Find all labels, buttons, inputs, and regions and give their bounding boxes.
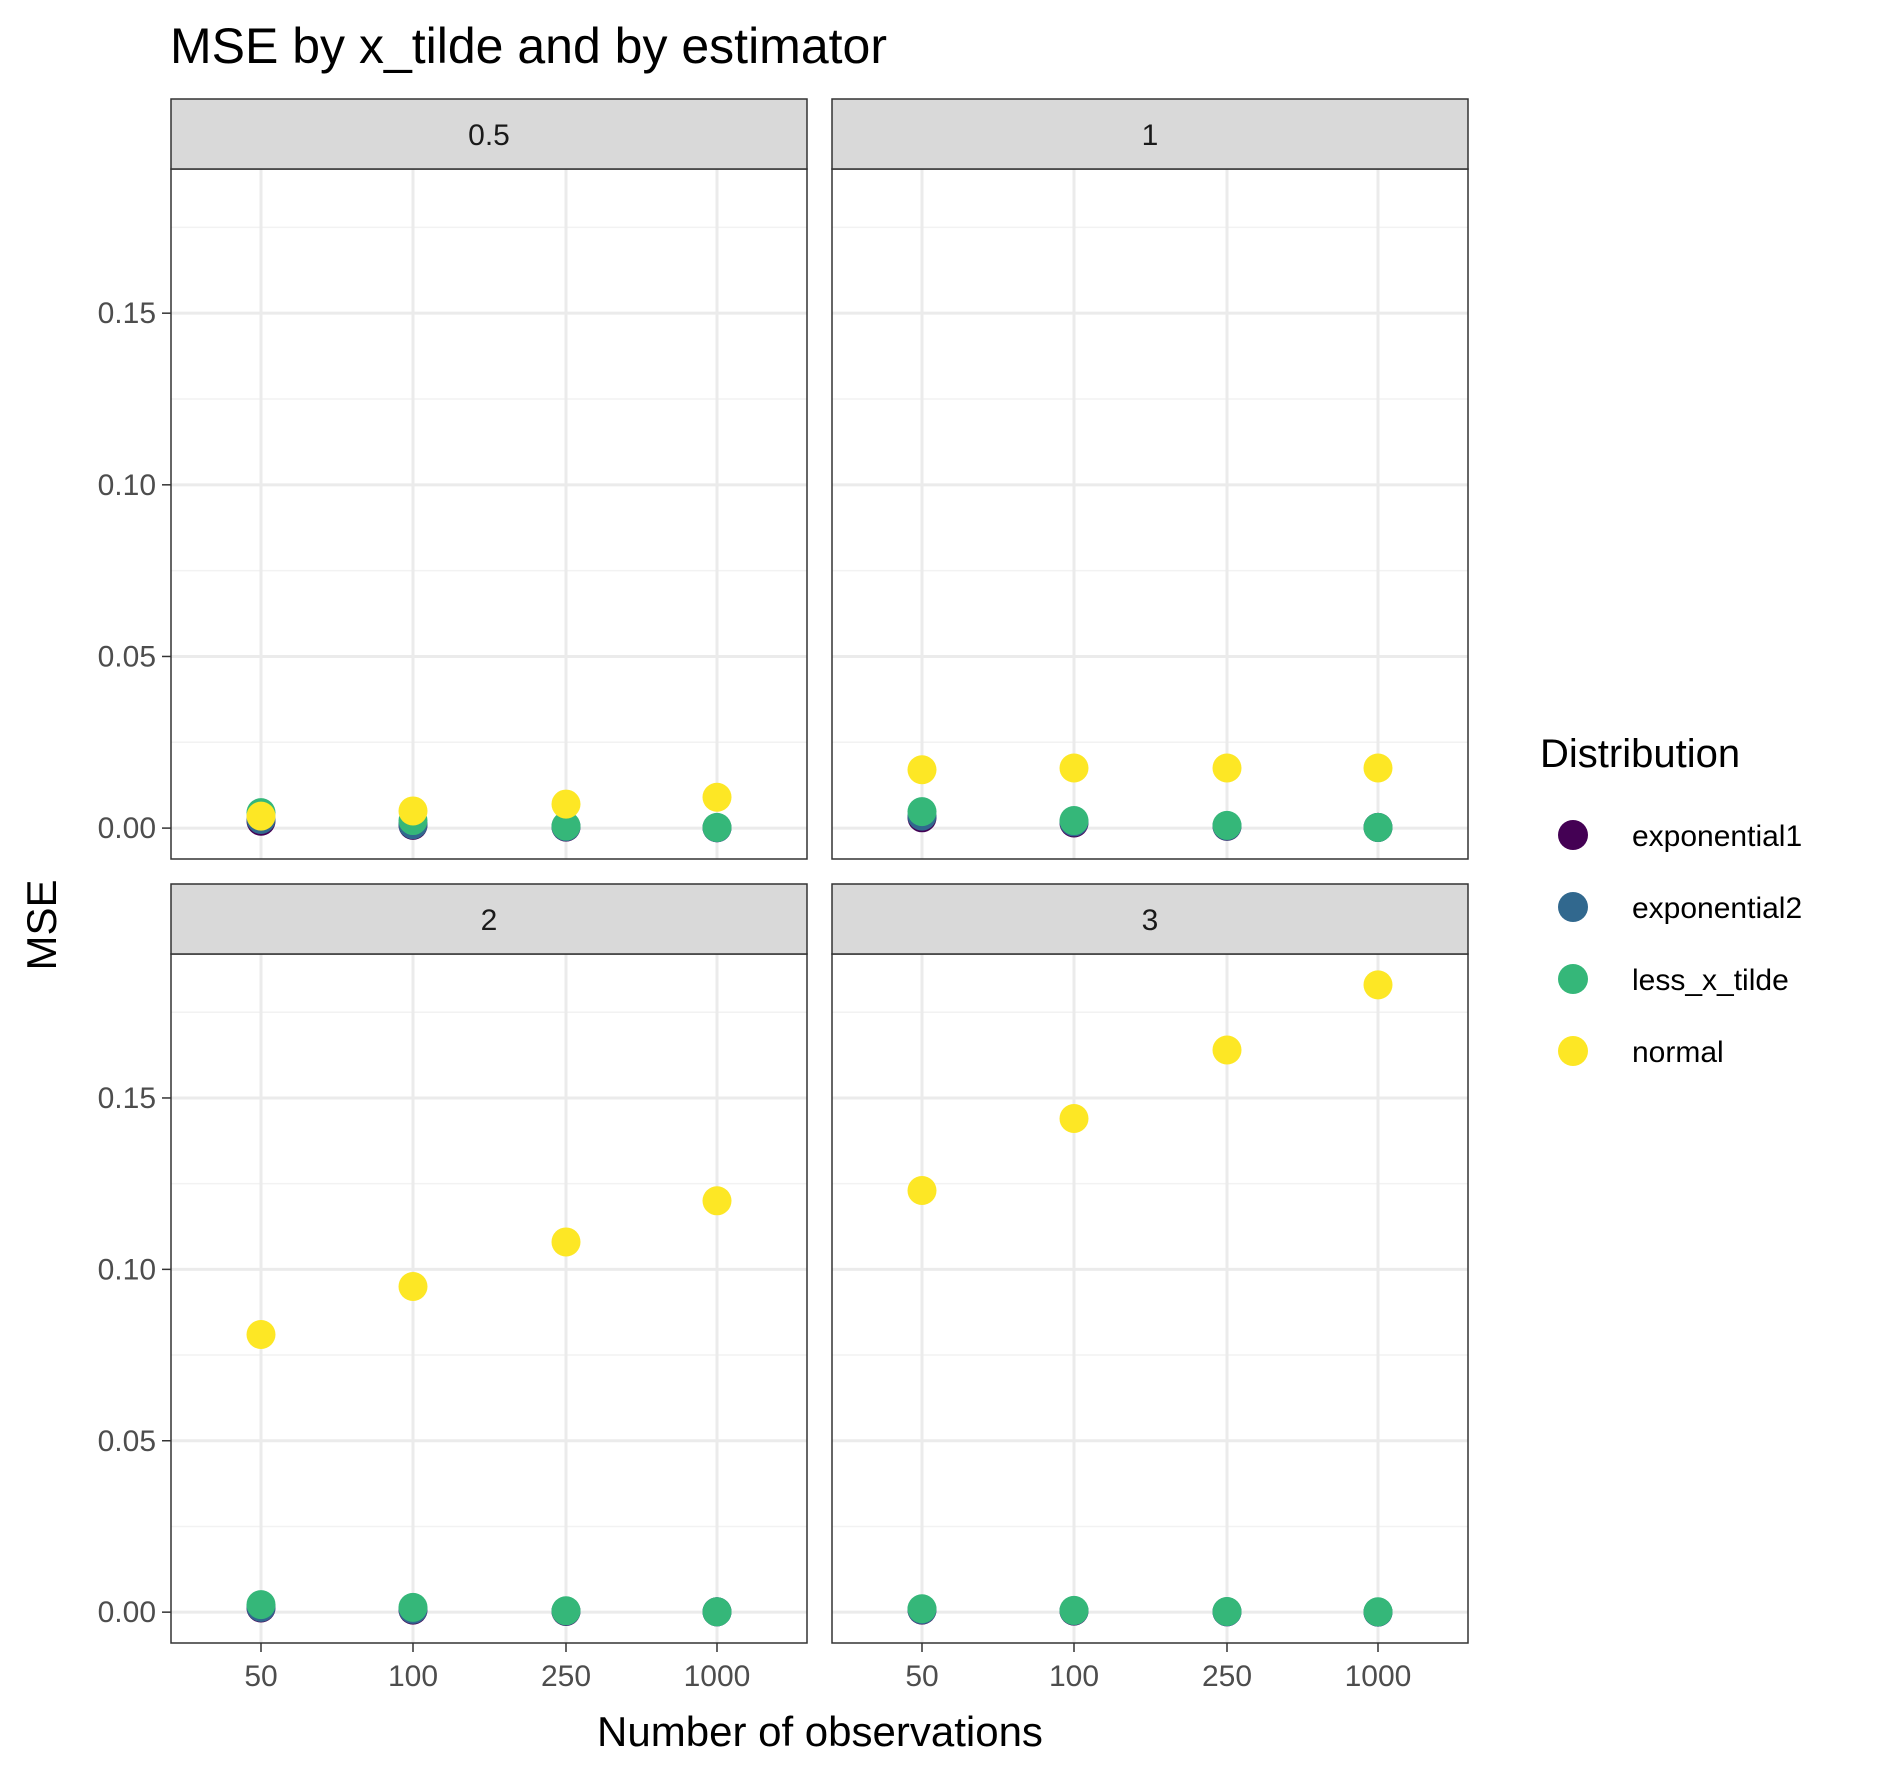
x-tick-label: 250 xyxy=(541,1660,591,1693)
legend-item-normal: normal xyxy=(1558,1036,1724,1069)
facet-strip xyxy=(170,883,808,955)
legend-item-exponential2: exponential2 xyxy=(1558,892,1802,925)
facet-strip xyxy=(170,98,808,170)
data-point-normal xyxy=(702,1186,732,1216)
facet-panel: 1 xyxy=(831,98,1469,860)
y-tick-label: 0.10 xyxy=(98,1253,156,1286)
facet-strip-label: 1 xyxy=(1142,119,1159,152)
data-point-normal xyxy=(551,789,581,819)
facet-strip xyxy=(831,98,1469,170)
x-axis-title: Number of observations xyxy=(597,1708,1043,1755)
facet-strip-label: 3 xyxy=(1142,904,1159,937)
panel-background xyxy=(832,169,1468,859)
data-point-normal xyxy=(1363,753,1393,783)
x-tick-label: 50 xyxy=(244,1660,277,1693)
x-tick-label: 1000 xyxy=(1345,1660,1412,1693)
data-point-less_x_tilde xyxy=(551,1596,581,1626)
data-point-less_x_tilde xyxy=(702,1597,732,1627)
x-tick-label: 50 xyxy=(905,1660,938,1693)
data-point-less_x_tilde xyxy=(1059,806,1089,836)
legend-label: less_x_tilde xyxy=(1632,964,1789,997)
facet-panel: 2 0.00 0.05 0.10 0.15 xyxy=(98,883,808,1644)
data-point-normal xyxy=(702,782,732,812)
legend-item-less_x_tilde: less_x_tilde xyxy=(1558,964,1789,997)
y-tick-label: 0.10 xyxy=(98,469,156,502)
y-tick-label: 0.15 xyxy=(98,297,156,330)
y-axis-title: MSE xyxy=(18,879,65,970)
data-point-less_x_tilde xyxy=(907,797,937,827)
data-point-less_x_tilde xyxy=(246,1590,276,1620)
legend-key xyxy=(1558,892,1588,922)
data-point-less_x_tilde xyxy=(907,1594,937,1624)
y-tick-label: 0.05 xyxy=(98,1425,156,1458)
panel-background xyxy=(832,954,1468,1643)
y-tick-label: 0.05 xyxy=(98,640,156,673)
data-point-less_x_tilde xyxy=(551,811,581,841)
facet-strip-label: 2 xyxy=(481,904,498,937)
data-point-less_x_tilde xyxy=(398,1592,428,1622)
y-tick-label: 0.15 xyxy=(98,1082,156,1115)
facet-strip-label: 0.5 xyxy=(468,119,510,152)
facet-panel: 3 xyxy=(831,883,1469,1644)
facet-panel: 0.5 0.00 0.05 0.10 0.15 xyxy=(98,98,808,860)
panel-background xyxy=(171,954,807,1643)
data-point-less_x_tilde xyxy=(1212,810,1242,840)
y-tick-label: 0.00 xyxy=(98,812,156,845)
legend-label: exponential1 xyxy=(1632,820,1802,853)
y-tick-label: 0.00 xyxy=(98,1596,156,1629)
data-point-normal xyxy=(907,1176,937,1206)
data-point-normal xyxy=(398,1272,428,1302)
legend-key xyxy=(1558,1036,1588,1066)
data-point-normal xyxy=(246,1319,276,1349)
data-point-less_x_tilde xyxy=(1059,1595,1089,1625)
data-point-normal xyxy=(1059,1104,1089,1134)
x-tick-label: 100 xyxy=(1049,1660,1099,1693)
data-point-normal xyxy=(551,1227,581,1257)
chart-title: MSE by x_tilde and by estimator xyxy=(170,18,887,74)
data-point-normal xyxy=(398,796,428,826)
data-point-normal xyxy=(246,801,276,831)
data-point-normal xyxy=(1212,753,1242,783)
data-point-normal xyxy=(907,755,937,785)
x-tick-label: 1000 xyxy=(684,1660,751,1693)
legend: Distribution exponential1 exponential2 les… xyxy=(1540,732,1802,1069)
data-point-less_x_tilde xyxy=(1212,1596,1242,1626)
data-point-less_x_tilde xyxy=(702,812,732,842)
legend-title: Distribution xyxy=(1540,732,1740,776)
legend-label: normal xyxy=(1632,1036,1724,1069)
x-tick-label: 250 xyxy=(1202,1660,1252,1693)
legend-key xyxy=(1558,964,1588,994)
legend-label: exponential2 xyxy=(1632,892,1802,925)
data-point-less_x_tilde xyxy=(1363,1597,1393,1627)
panels: 0.5 0.00 0.05 0.10 0.15 1 2 0.00 0.05 0.10 0.15 3 xyxy=(98,98,1469,1644)
data-point-less_x_tilde xyxy=(1363,812,1393,842)
legend-key xyxy=(1558,820,1588,850)
data-point-normal xyxy=(1212,1035,1242,1065)
x-tick-label: 100 xyxy=(388,1660,438,1693)
facet-strip xyxy=(831,883,1469,955)
panel-background xyxy=(171,169,807,859)
legend-item-exponential1: exponential1 xyxy=(1558,820,1802,853)
x-axis: 50 100 250 1000 50 100 250 1000 xyxy=(244,1643,1411,1693)
data-point-normal xyxy=(1059,753,1089,783)
data-point-normal xyxy=(1363,970,1393,1000)
